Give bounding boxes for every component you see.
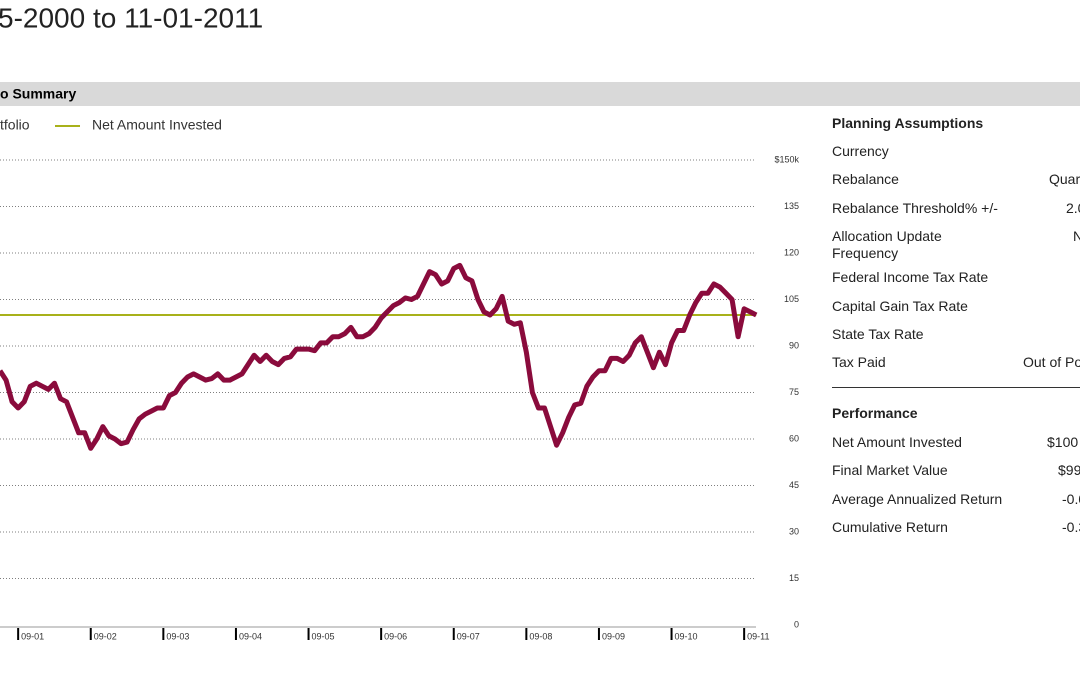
row-value: Quar [1049, 171, 1080, 187]
report-title: 5-2000 to 11-01-2011 [0, 2, 263, 33]
x-tick-label: 09-04 [239, 631, 262, 641]
row-label: Capital Gain Tax Rate [832, 298, 968, 314]
divider [832, 387, 1080, 388]
y-tick-label: 135 [784, 201, 799, 211]
x-tick-label: 09-07 [457, 631, 480, 641]
y-tick-label: 45 [789, 480, 799, 490]
y-tick-label: 90 [789, 340, 799, 350]
row-value: -0.0 [1062, 491, 1080, 507]
y-tick-label: 75 [789, 387, 799, 397]
row-value: Out of Po [1023, 354, 1080, 370]
series-line [0, 262, 758, 451]
y-tick-label: $150k [774, 154, 799, 164]
row-label: Rebalance Threshold% +/- [832, 200, 998, 216]
x-tick-label: 09-02 [94, 631, 117, 641]
y-tick-label: 105 [784, 294, 799, 304]
y-tick-label: 0 [794, 619, 799, 629]
row-value: $99 [1058, 462, 1080, 478]
section-heading: Performance [832, 405, 918, 421]
row-label: Net Amount Invested [832, 434, 962, 450]
row-label: Tax Paid [832, 354, 886, 370]
x-tick-label: 09-06 [384, 631, 407, 641]
x-tick-label: 09-11 [747, 631, 769, 641]
row-label: Federal Income Tax Rate [832, 269, 989, 285]
row-label: Final Market Value [832, 462, 948, 478]
section-bar [0, 82, 1080, 106]
section-title: o Summary [0, 86, 76, 102]
y-tick-label: 15 [789, 573, 799, 583]
x-tick-label: 09-03 [166, 631, 189, 641]
row-value: 2.0 [1066, 200, 1080, 216]
x-tick-label: 09-09 [602, 631, 625, 641]
x-tick-label: 09-05 [312, 631, 335, 641]
y-tick-label: 30 [789, 526, 799, 536]
row-value: -0.3 [1062, 519, 1080, 535]
row-label: Average Annualized Return [832, 491, 1003, 507]
row-value: N [1073, 228, 1080, 244]
row-label: Allocation Update Frequency [832, 228, 942, 261]
y-tick-label: 120 [784, 247, 799, 257]
x-tick-label: 09-01 [21, 631, 44, 641]
x-tick-label: 09-08 [529, 631, 552, 641]
section-heading: Planning Assumptions [832, 115, 984, 131]
legend-label: Net Amount Invested [92, 117, 222, 133]
row-label: Rebalance [832, 171, 899, 187]
side-panel: Planning Assumptions Currency Rebalance Qua… [832, 0, 1080, 675]
x-tick-label: 09-10 [675, 631, 698, 641]
row-label: Currency [832, 143, 889, 159]
legend-label: tfolio [0, 117, 30, 133]
y-tick-label: 60 [789, 433, 799, 443]
row-label: State Tax Rate [832, 326, 924, 342]
row-value: $100 [1047, 434, 1079, 450]
row-label: Cumulative Return [832, 519, 948, 535]
